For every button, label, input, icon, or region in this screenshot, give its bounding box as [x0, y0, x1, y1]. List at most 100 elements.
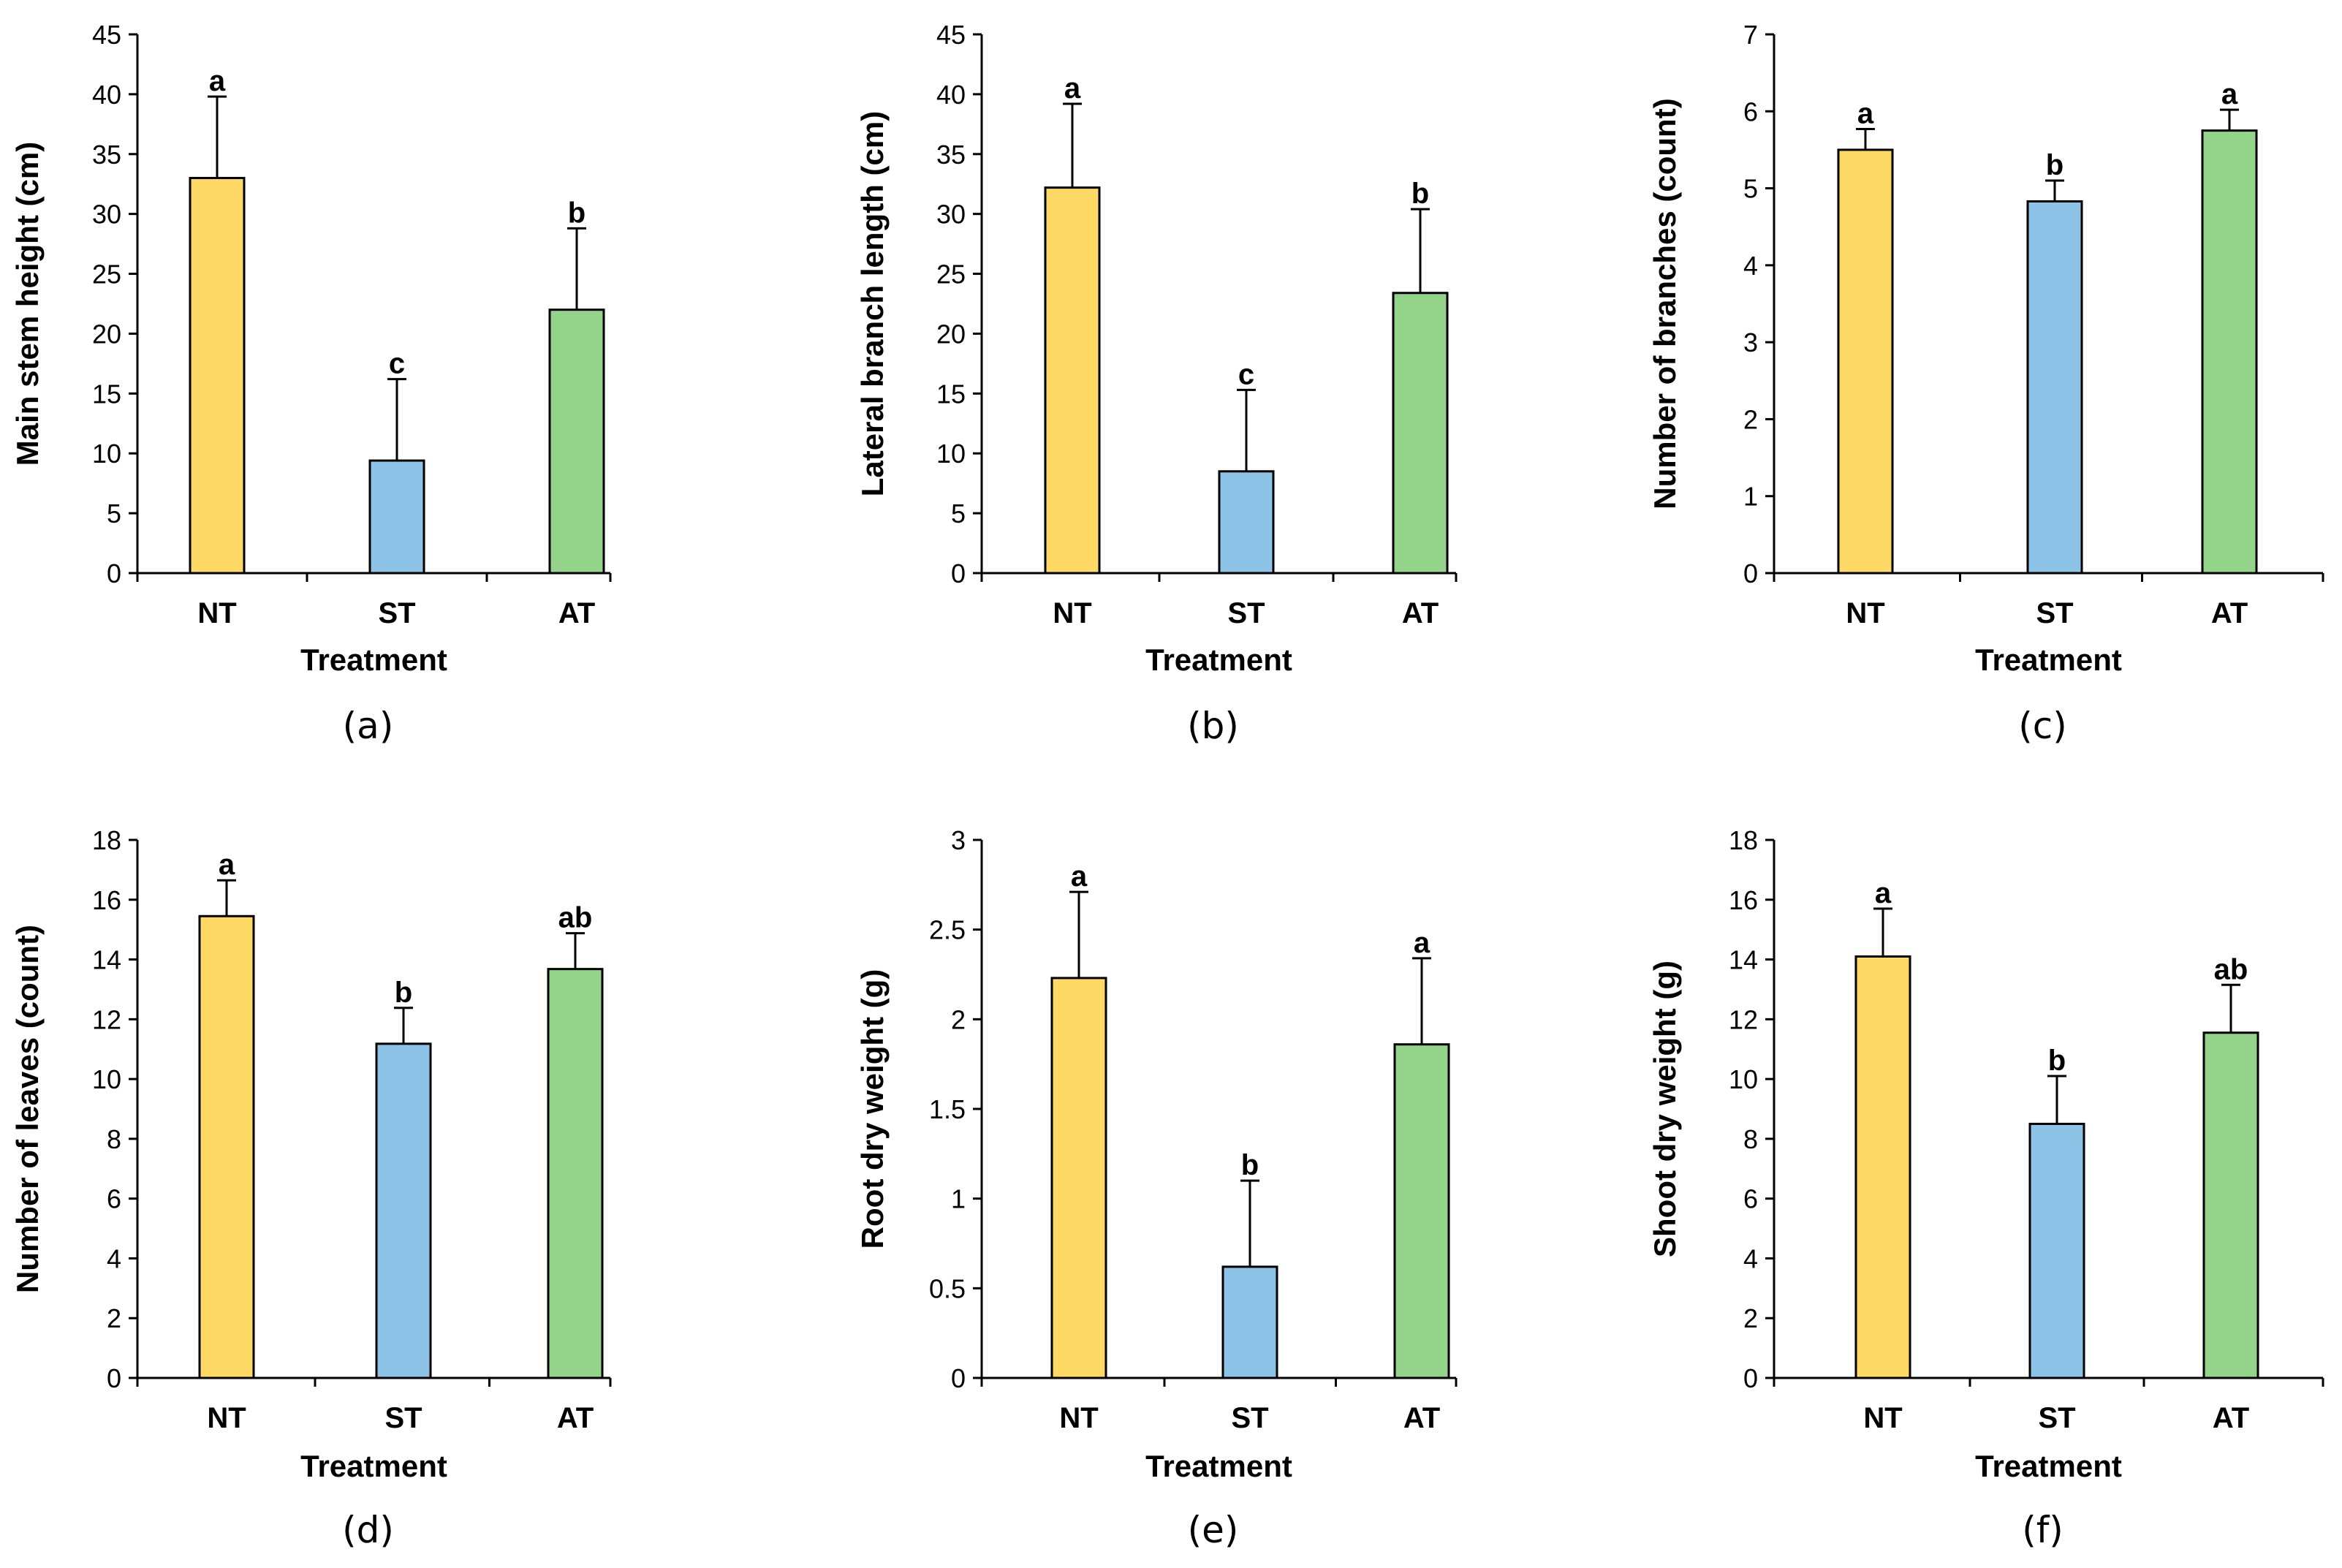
x-category-label: AT — [2211, 597, 2248, 629]
significance-label: a — [1875, 877, 1892, 909]
y-tick-label: 0 — [107, 1363, 121, 1393]
y-tick-label: 35 — [936, 140, 966, 170]
bar-nt — [1044, 186, 1101, 575]
x-axis-title: Treatment — [300, 643, 447, 677]
x-category-label: AT — [2213, 1402, 2249, 1434]
x-category-label: AT — [557, 1402, 594, 1434]
y-tick-label: 8 — [1743, 1124, 1758, 1154]
x-axis-title: Treatment — [1975, 643, 2122, 677]
bar-st — [375, 1042, 432, 1379]
y-tick-label: 2.5 — [929, 915, 966, 945]
x-category-label: ST — [1231, 1402, 1268, 1434]
significance-label: a — [1857, 98, 1874, 130]
y-tick-label: 18 — [92, 825, 121, 855]
y-tick-label: 16 — [92, 885, 121, 915]
y-tick-label: 10 — [92, 439, 121, 469]
y-tick-label: 5 — [1743, 174, 1758, 204]
x-axis-title: Treatment — [1975, 1449, 2122, 1483]
significance-label: a — [209, 65, 226, 97]
chart-panel-d: 0 2 4 6 8 10 12 14 16 18 a NT b ST ab AT Treatment Number… — [10, 825, 612, 1551]
x-category-label: ST — [384, 1402, 422, 1434]
x-category-label: AT — [1403, 1402, 1440, 1434]
x-category-label: AT — [1402, 597, 1439, 629]
y-tick-label: 45 — [936, 20, 966, 50]
x-category-label: NT — [1863, 1402, 1902, 1434]
bar-nt — [189, 177, 246, 575]
panel-label: (b) — [1187, 705, 1239, 747]
bar-at — [547, 968, 604, 1379]
x-category-label: NT — [1059, 1402, 1098, 1434]
y-tick-label: 4 — [1743, 1243, 1758, 1273]
x-category-label: NT — [197, 597, 236, 629]
y-tick-label: 10 — [1729, 1064, 1758, 1094]
y-tick-label: 35 — [92, 140, 121, 170]
panel-label: (f) — [2022, 1509, 2064, 1551]
x-axis-title: Treatment — [1145, 1449, 1292, 1483]
y-tick-label: 16 — [1729, 885, 1758, 915]
y-tick-label: 15 — [92, 379, 121, 409]
y-axis-title: Lateral branch length (cm) — [855, 111, 890, 496]
significance-label: b — [568, 197, 586, 229]
y-tick-label: 2 — [951, 1004, 966, 1034]
y-tick-label: 2 — [1743, 1303, 1758, 1333]
chart-panel-c: 0 1 2 3 4 5 6 7 a NT b ST a AT Treatment Number of bran… — [1648, 20, 2324, 747]
y-tick-label: 1.5 — [929, 1094, 966, 1124]
y-tick-label: 4 — [1743, 251, 1758, 281]
y-tick-label: 2 — [1743, 404, 1758, 434]
significance-label: a — [2221, 78, 2238, 110]
x-category-label: NT — [207, 1402, 246, 1434]
y-tick-label: 3 — [1743, 327, 1758, 357]
panel-label: (a) — [343, 705, 394, 747]
y-tick-label: 0 — [107, 558, 121, 588]
x-category-label: AT — [558, 597, 595, 629]
bar-st — [1221, 1265, 1278, 1379]
y-tick-label: 7 — [1743, 20, 1758, 50]
bar-at — [2201, 129, 2258, 575]
bar-nt — [198, 914, 255, 1379]
significance-label: c — [389, 348, 405, 380]
x-category-label: NT — [1053, 597, 1091, 629]
bar-at — [548, 308, 605, 575]
y-tick-label: 0 — [1743, 558, 1758, 588]
chart-panel-f: 0 2 4 6 8 10 12 14 16 18 a NT b ST ab AT Treatment Shoot … — [1648, 825, 2324, 1551]
significance-label: b — [1411, 178, 1429, 210]
y-tick-label: 8 — [107, 1124, 121, 1154]
chart-panel-a: 0 5 10 15 20 25 30 35 40 45 a NT c ST b AT Treatment Main… — [10, 20, 612, 747]
y-tick-label: 14 — [92, 945, 121, 975]
panel-label: (e) — [1188, 1509, 1239, 1551]
chart-panel-b: 0 5 10 15 20 25 30 35 40 45 a NT c ST b AT Treatment Late… — [855, 20, 1458, 747]
y-tick-label: 10 — [92, 1064, 121, 1094]
bar-st — [368, 459, 425, 575]
y-tick-label: 40 — [92, 80, 121, 110]
bar-st — [1218, 470, 1275, 575]
y-tick-label: 25 — [936, 260, 966, 289]
panel-label: (d) — [342, 1509, 394, 1551]
y-tick-label: 15 — [936, 379, 966, 409]
y-axis-title: Number of leaves (count) — [10, 925, 45, 1293]
y-tick-label: 6 — [1743, 96, 1758, 126]
y-tick-label: 12 — [1729, 1004, 1758, 1034]
panel-label: (c) — [2018, 705, 2067, 747]
bar-nt — [1837, 148, 1894, 575]
x-category-label: ST — [2038, 1402, 2075, 1434]
significance-label: a — [219, 849, 235, 881]
x-category-label: ST — [378, 597, 415, 629]
bar-nt — [1050, 977, 1107, 1379]
bar-st — [2028, 1122, 2085, 1379]
y-tick-label: 5 — [107, 499, 121, 529]
x-category-label: ST — [1227, 597, 1265, 629]
y-tick-label: 25 — [92, 260, 121, 289]
significance-label: a — [1064, 72, 1081, 105]
y-tick-label: 40 — [936, 80, 966, 110]
significance-label: b — [2048, 1045, 2066, 1077]
significance-label: c — [1238, 358, 1254, 390]
y-tick-label: 30 — [936, 200, 966, 230]
chart-panel-e: 0 0.5 1 1.5 2 2.5 3 a NT b ST a AT Treatment Root dry … — [855, 825, 1458, 1551]
y-tick-label: 0 — [1743, 1363, 1758, 1393]
bar-at — [1393, 1043, 1450, 1379]
y-axis-title: Main stem height (cm) — [10, 142, 45, 466]
bar-st — [2026, 200, 2083, 575]
y-tick-label: 0.5 — [929, 1273, 966, 1303]
significance-label: ab — [2214, 953, 2248, 985]
y-tick-label: 6 — [107, 1184, 121, 1214]
